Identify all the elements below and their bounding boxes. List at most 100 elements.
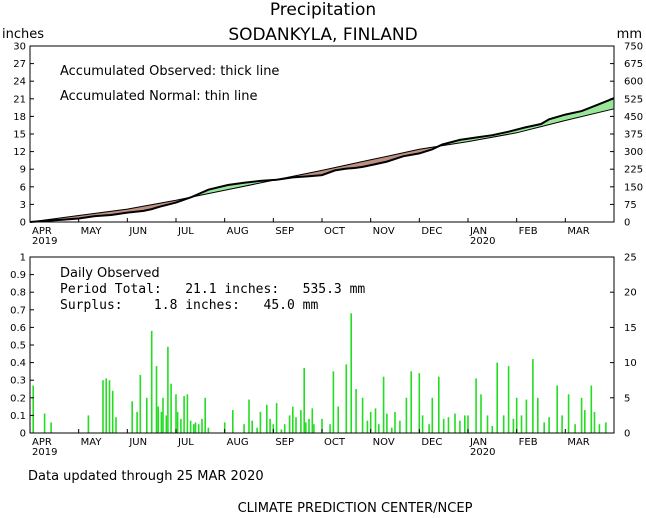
daily-bar (442, 418, 445, 433)
daily-bar (567, 394, 570, 433)
right-tick-label: 600 (624, 77, 643, 88)
daily-bar (176, 411, 179, 433)
daily-bar (418, 373, 421, 433)
left-tick-label: 30 (13, 42, 26, 53)
left-tick-label: 0.7 (10, 305, 26, 316)
daily-bar (438, 376, 440, 433)
daily-bar (160, 411, 163, 433)
daily-bar (525, 399, 528, 433)
right-unit-label: mm (617, 27, 642, 42)
daily-bar (248, 399, 250, 433)
daily-bar (580, 397, 583, 433)
daily-bar (431, 397, 434, 433)
daily-bar (311, 408, 314, 433)
daily-bar (305, 422, 307, 433)
daily-bar (329, 424, 331, 433)
daily-bar (605, 422, 607, 433)
daily-bar (303, 367, 305, 433)
year-label: 2019 (32, 236, 57, 247)
daily-bar (410, 371, 412, 433)
daily-bar (337, 406, 339, 433)
daily-bar (454, 413, 456, 433)
left-tick-label: 0.1 (10, 411, 26, 422)
daily-bar (105, 378, 107, 433)
right-tick-label: 25 (624, 253, 637, 264)
daily-bar (475, 378, 477, 433)
left-tick-label: 0.9 (10, 270, 26, 281)
left-tick-label: 0.3 (10, 376, 26, 387)
daily-bar (382, 376, 385, 433)
left-tick-label: 9 (20, 165, 26, 176)
daily-bar (321, 418, 323, 433)
right-tick-label: 675 (624, 59, 643, 70)
daily-bar (243, 424, 245, 433)
daily-bar (175, 394, 177, 433)
right-tick-label: 15 (624, 323, 637, 334)
month-label: MAR (567, 437, 589, 448)
accumulated-normal-line (29, 108, 615, 223)
month-label: OCT (324, 226, 346, 237)
daily-bar (201, 418, 203, 433)
month-label: DEC (421, 226, 442, 237)
right-tick-label: 20 (624, 288, 637, 299)
daily-bar (269, 418, 271, 433)
daily-bar (537, 397, 539, 433)
daily-bar (428, 424, 430, 433)
left-tick-label: 0 (20, 429, 26, 440)
month-label: FEB (519, 226, 538, 237)
legend-observed: Accumulated Observed: thick line (60, 64, 279, 79)
right-tick-label: 375 (624, 130, 643, 141)
month-label: AUG (227, 437, 249, 448)
daily-bar (150, 330, 153, 433)
daily-bar (180, 418, 182, 433)
daily-bar (520, 415, 523, 433)
daily-bar (283, 424, 286, 433)
daily-bar (292, 406, 294, 433)
daily-bar (139, 374, 142, 433)
left-tick-label: 21 (13, 94, 26, 105)
right-tick-label: 0 (624, 218, 630, 229)
daily-bar (593, 411, 596, 433)
left-unit-label: inches (2, 27, 44, 42)
month-label: JUL (177, 437, 194, 448)
daily-bar (259, 411, 262, 433)
month-label: SEP (275, 437, 294, 448)
daily-observed-label: Daily Observed (60, 266, 160, 281)
daily-bar (507, 366, 510, 433)
daily-bar (313, 424, 315, 433)
surplus-label: Surplus: 1.8 inches: 45.0 mm (60, 298, 318, 313)
credit-line: CLIMATE PREDICTION CENTER/NCEP (238, 501, 473, 516)
left-tick-label: 6 (20, 182, 26, 193)
left-tick-label: 0.4 (10, 358, 26, 369)
month-label: DEC (421, 437, 442, 448)
daily-bar (480, 394, 482, 433)
right-tick-label: 750 (624, 42, 643, 53)
daily-bar (280, 429, 283, 433)
daily-bar (502, 415, 505, 433)
accumulated-difference-fill (29, 97, 615, 223)
daily-bar (386, 413, 388, 433)
daily-bar (136, 411, 138, 433)
daily-bar (157, 406, 159, 433)
right-tick-label: 75 (624, 200, 637, 211)
daily-bar (146, 397, 148, 433)
daily-bar (496, 362, 498, 433)
right-tick-label: 225 (624, 165, 643, 176)
daily-bar (197, 424, 200, 433)
left-tick-label: 1 (20, 253, 26, 264)
daily-bar (491, 426, 494, 433)
daily-bar (486, 415, 489, 433)
daily-bar (355, 389, 357, 433)
daily-bar (584, 410, 586, 433)
legend-normal: Accumulated Normal: thin line (60, 89, 258, 104)
daily-bar (223, 422, 226, 433)
daily-bar (87, 415, 90, 433)
left-tick-label: 0.8 (10, 288, 26, 299)
daily-bar (155, 366, 158, 433)
daily-bar (598, 424, 601, 433)
year-label: 2020 (470, 236, 495, 247)
daily-bar (165, 415, 168, 433)
left-tick-label: 0.6 (10, 323, 26, 334)
daily-bars (32, 313, 607, 433)
data-updated-note: Data updated through 25 MAR 2020 (28, 469, 264, 484)
